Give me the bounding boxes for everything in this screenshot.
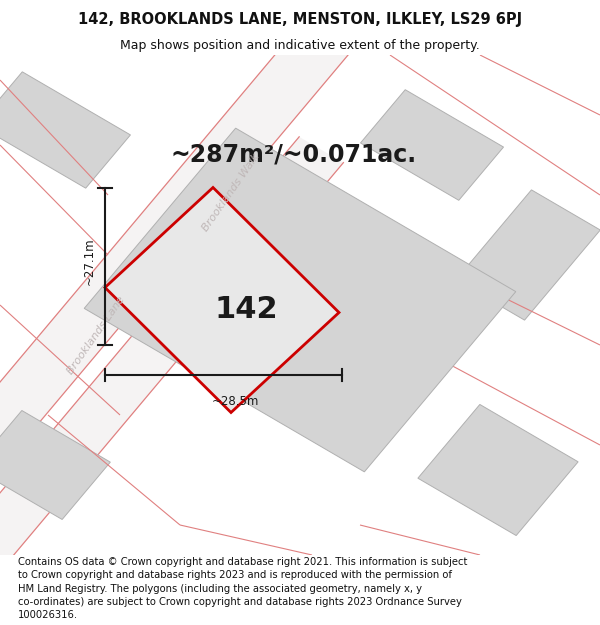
Polygon shape (84, 128, 516, 472)
Text: Contains OS data © Crown copyright and database right 2021. This information is : Contains OS data © Crown copyright and d… (18, 557, 467, 620)
Text: ~28.5m: ~28.5m (212, 395, 259, 408)
Text: 142: 142 (214, 296, 278, 324)
Polygon shape (361, 90, 503, 200)
Polygon shape (418, 404, 578, 536)
Text: 142, BROOKLANDS LANE, MENSTON, ILKLEY, LS29 6PJ: 142, BROOKLANDS LANE, MENSTON, ILKLEY, L… (78, 12, 522, 27)
Polygon shape (105, 188, 339, 412)
Polygon shape (0, 0, 429, 450)
Text: Brooklands Walk: Brooklands Walk (200, 152, 262, 233)
Polygon shape (0, 411, 110, 519)
Text: Brooklands Lane: Brooklands Lane (65, 294, 127, 376)
Text: ~27.1m: ~27.1m (82, 238, 95, 285)
Polygon shape (0, 72, 130, 188)
Text: ~287m²/~0.071ac.: ~287m²/~0.071ac. (171, 143, 417, 167)
Polygon shape (456, 190, 600, 320)
Text: Map shows position and indicative extent of the property.: Map shows position and indicative extent… (120, 39, 480, 51)
Polygon shape (0, 137, 343, 613)
